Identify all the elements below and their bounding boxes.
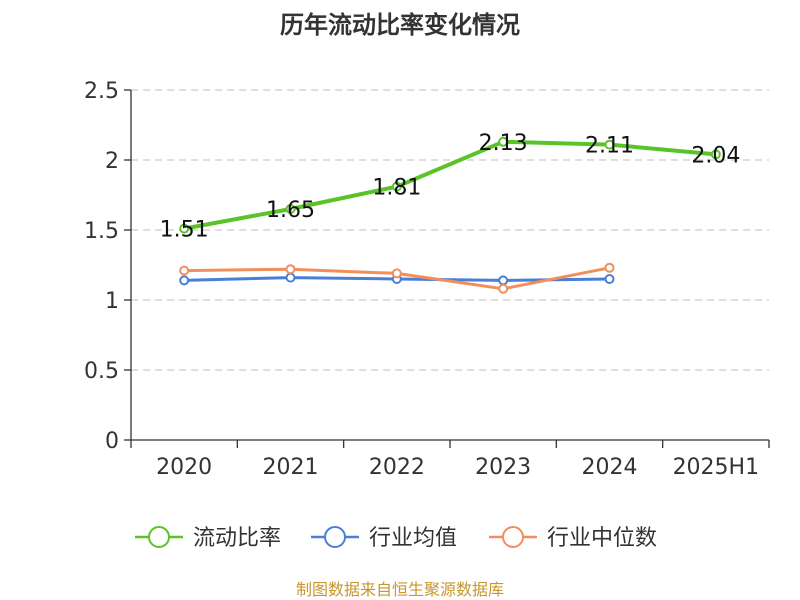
data-point (391, 268, 402, 279)
data-label: 1.81 (372, 176, 421, 201)
data-point (179, 275, 190, 286)
legend-item[interactable]: 行业均值 (311, 526, 457, 551)
data-point (604, 274, 615, 284)
source-note: 制图数据来自恒生聚源数据库 (296, 580, 504, 599)
x-tick-label: 2025H1 (673, 455, 760, 480)
legend-item[interactable]: 行业中位数 (489, 526, 657, 551)
x-tick-label: 2023 (475, 455, 531, 480)
x-tick-label: 2021 (263, 455, 319, 480)
series-line-0 (182, 139, 718, 231)
y-tick-label: 2.5 (84, 79, 119, 104)
legend-marker (148, 526, 170, 548)
legend-label: 流动比率 (193, 526, 281, 551)
data-point (498, 136, 509, 147)
data-point (604, 262, 615, 273)
x-tick-label: 2022 (369, 455, 425, 480)
y-tick-label: 0.5 (84, 359, 119, 384)
y-tick-label: 2 (105, 149, 119, 174)
data-point (179, 223, 190, 234)
data-point (498, 275, 509, 286)
legend-marker (324, 526, 346, 548)
x-tick-label: 2024 (582, 455, 638, 480)
data-label: 2.11 (585, 134, 634, 159)
data-point (179, 265, 190, 276)
chart-title: 历年流动比率变化情况 (280, 11, 520, 39)
x-tick-label: 2020 (156, 455, 212, 480)
axes: 0 0.5 1 1.5 2 2.5 2020 2021 2022 2023 2024 2025H1 (84, 79, 770, 480)
data-labels: 1.51 1.65 1.81 2.13 2.11 2.04 (160, 131, 741, 243)
y-tick-label: 0 (105, 429, 119, 454)
legend-item[interactable]: 流动比率 (135, 526, 281, 551)
data-label: 2.04 (691, 143, 740, 168)
data-point (285, 204, 296, 214)
data-point (285, 264, 296, 275)
y-tick-label: 1 (105, 289, 119, 314)
data-point (604, 139, 615, 150)
y-tick-label: 1.5 (84, 219, 119, 244)
legend-label: 行业均值 (369, 526, 457, 551)
grid (131, 89, 769, 371)
legend[interactable]: 流动比率 行业均值 行业中位数 (135, 526, 657, 551)
data-point (710, 149, 721, 160)
legend-label: 行业中位数 (547, 526, 657, 551)
legend-marker (502, 526, 524, 548)
data-point (391, 181, 402, 192)
data-label: 1.51 (160, 218, 209, 243)
data-label: 2.13 (479, 131, 528, 156)
data-point (285, 272, 296, 283)
data-point (498, 283, 509, 294)
data-label: 1.65 (266, 198, 315, 223)
series-layer (179, 136, 721, 294)
